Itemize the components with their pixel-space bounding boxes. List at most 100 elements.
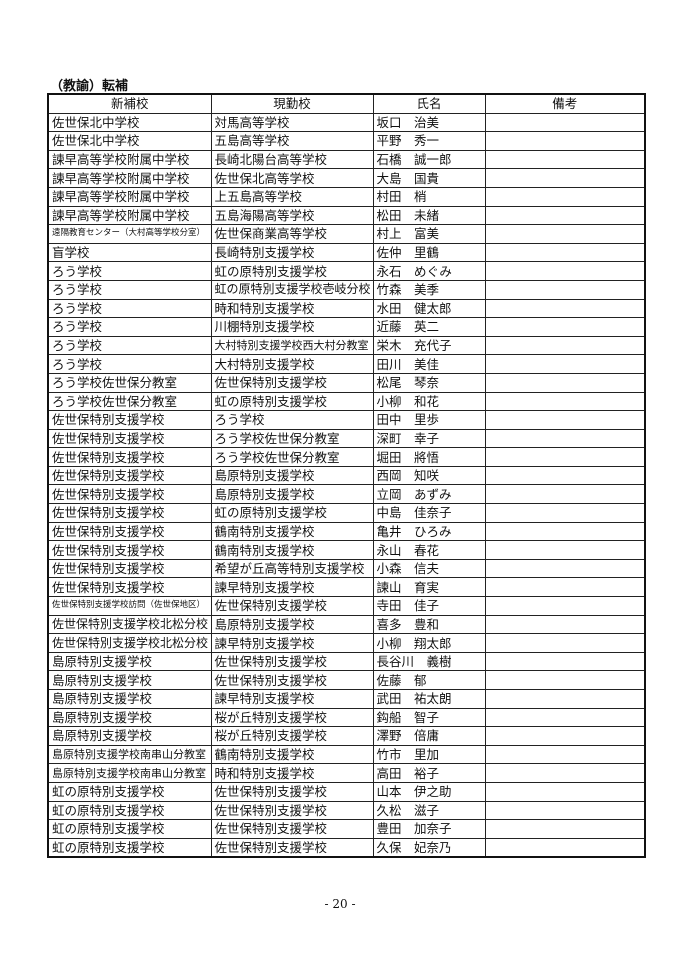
table-cell: 佐世保特別支援学校 [210, 651, 374, 672]
table-row: 佐世保特別支援学校 ろう学校 田中 里歩 [47, 410, 646, 430]
empty-cell [484, 670, 646, 690]
table-cell: 大島 国貴 [372, 168, 486, 188]
empty-cell [484, 651, 646, 672]
table-cell: 諫早高等学校附属中学校 [47, 149, 212, 170]
table-row: 諫早高等学校附属中学校 佐世保北高等学校 大島 国貴 [47, 168, 646, 188]
empty-cell [484, 837, 646, 858]
table-cell: 佐世保特別支援学校 [47, 465, 212, 486]
table-row: 虹の原特別支援学校 佐世保特別支援学校 豊田 加奈子 [47, 819, 646, 839]
empty-cell [484, 540, 646, 560]
empty-cell [484, 317, 646, 337]
table-row: 諫早高等学校附属中学校 五島海陽高等学校 松田 未緒 [47, 205, 646, 226]
table-row: 佐世保特別支援学校 島原特別支援学校 西岡 知咲 [47, 465, 646, 486]
empty-cell [484, 577, 646, 598]
table-cell: 竹森 美季 [372, 279, 486, 300]
empty-cell [484, 205, 646, 226]
table-cell: 川棚特別支援学校 [210, 317, 374, 337]
table-cell: 佐世保北中学校 [47, 112, 212, 133]
table-row: 佐世保特別支援学校 ろう学校佐世保分教室 深町 幸子 [47, 428, 646, 449]
table-row: 虹の原特別支援学校 佐世保特別支援学校 久保 妃奈乃 [47, 837, 646, 858]
table-cell: 久保 妃奈乃 [372, 837, 486, 858]
table-row: ろう学校 虹の原特別支援学校壱岐分校 竹森 美季 [47, 279, 646, 300]
table-cell: 佐藤 郁 [372, 670, 486, 690]
empty-cell [484, 428, 646, 449]
table-row: ろう学校 大村特別支援学校西大村分教室 栄木 充代子 [47, 335, 646, 356]
table-cell: ろう学校佐世保分教室 [47, 391, 212, 412]
table-cell: 小柳 和花 [372, 391, 486, 412]
table-cell: 鈎船 智子 [372, 707, 486, 728]
table-cell: ろう学校佐世保分教室 [210, 428, 374, 449]
table-row: 虹の原特別支援学校 佐世保特別支援学校 久松 滋子 [47, 800, 646, 821]
table-cell: 長谷川 義樹 [372, 651, 486, 672]
table-cell: 島原特別支援学校 [47, 726, 212, 746]
table-row: 佐世保特別支援学校 虹の原特別支援学校 中島 佳奈子 [47, 503, 646, 523]
table-row: 虹の原特別支援学校 佐世保特別支援学校 山本 伊之助 [47, 781, 646, 802]
empty-cell [484, 372, 646, 393]
table-cell: 寺田 佳子 [372, 596, 486, 616]
table-row: 島原特別支援学校南串山分教室 鶴南特別支援学校 竹市 里加 [47, 744, 646, 765]
table-row: 島原特別支援学校 桜が丘特別支援学校 鈎船 智子 [47, 707, 646, 728]
table-cell: 佐世保特別支援学校 [210, 800, 374, 821]
table-cell: 佐世保特別支援学校 [47, 447, 212, 467]
transfer-table: 新補校 現勤校 氏名 備考 佐世保北中学校 対馬高等学校 坂口 治美 佐世保北中学校 五島高等… [47, 93, 646, 859]
table-cell: ろう学校 [47, 261, 212, 281]
table-cell: 佐世保特別支援学校 [47, 540, 212, 560]
table-cell: 中島 佳奈子 [372, 503, 486, 523]
table-cell: 佐世保特別支援学校北松分校 [47, 633, 212, 653]
table-cell: 田中 里歩 [372, 410, 486, 430]
table-cell: 佐世保特別支援学校 [210, 372, 374, 393]
table-cell: 島原特別支援学校 [210, 614, 374, 635]
table-cell: 佐世保特別支援学校 [47, 577, 212, 598]
table-row: 佐世保特別支援学校 鶴南特別支援学校 亀井 ひろみ [47, 521, 646, 542]
table-cell: 水田 健太郎 [372, 298, 486, 319]
table-cell: 佐世保特別支援学校 [47, 503, 212, 523]
table-cell: 久松 滋子 [372, 800, 486, 821]
table-cell: ろう学校 [47, 317, 212, 337]
empty-cell [484, 689, 646, 709]
table-cell: 永山 春花 [372, 540, 486, 560]
table-cell: 坂口 治美 [372, 112, 486, 133]
column-header: 新補校 [47, 93, 212, 114]
table-cell: 虹の原特別支援学校 [47, 819, 212, 839]
table-row: 佐世保特別支援学校北松分校 諫早特別支援学校 小柳 翔太郎 [47, 633, 646, 653]
empty-cell [484, 781, 646, 802]
table-row: 佐世保特別支援学校 ろう学校佐世保分教室 堀田 將悟 [47, 447, 646, 467]
table-cell: 島原特別支援学校南串山分教室 [47, 744, 212, 765]
empty-cell [484, 596, 646, 616]
table-cell: 武田 祐太朗 [372, 689, 486, 709]
table-row: 佐世保特別支援学校 島原特別支援学校 立岡 あずみ [47, 484, 646, 505]
table-cell: 鶴南特別支援学校 [210, 540, 374, 560]
table-cell: 桜が丘特別支援学校 [210, 707, 374, 728]
table-cell: 佐世保特別支援学校 [47, 484, 212, 505]
table-cell: 希望が丘高等特別支援学校 [210, 558, 374, 579]
table-cell: ろう学校 [47, 335, 212, 356]
table-cell: 虹の原特別支援学校 [210, 261, 374, 281]
table-cell: ろう学校佐世保分教室 [47, 372, 212, 393]
empty-cell [484, 335, 646, 356]
table-cell: 小森 信夫 [372, 558, 486, 579]
table-cell: 諫早特別支援学校 [210, 577, 374, 598]
header-row: 新補校 現勤校 氏名 備考 [47, 93, 646, 114]
column-header: 氏名 [372, 93, 486, 114]
table-cell: 石橋 誠一郎 [372, 149, 486, 170]
table-row: 遠隔教育センター（大村高等学校分室） 佐世保商業高等学校 村上 富美 [47, 224, 646, 244]
table-cell: 佐世保特別支援学校 [210, 596, 374, 616]
table-cell: 長崎北陽台高等学校 [210, 149, 374, 170]
page-number: - 20 - [324, 897, 356, 911]
empty-cell [484, 112, 646, 133]
section-title: （教諭）転補 [50, 79, 129, 94]
table-cell: 松田 未緒 [372, 205, 486, 226]
table-row: 佐世保北中学校 五島高等学校 平野 秀一 [47, 131, 646, 151]
table-cell: 喜多 豊和 [372, 614, 486, 635]
table-cell: 佐世保特別支援学校 [210, 781, 374, 802]
table-cell: 村田 梢 [372, 186, 486, 207]
empty-cell [484, 242, 646, 263]
table-cell: ろう学校 [210, 410, 374, 430]
table-cell: 諫早特別支援学校 [210, 689, 374, 709]
table-cell: 佐世保北高等学校 [210, 168, 374, 188]
empty-cell [484, 410, 646, 430]
table-cell: 島原特別支援学校 [47, 707, 212, 728]
table-cell: 鶴南特別支援学校 [210, 744, 374, 765]
table-cell: 佐世保特別支援学校 [210, 670, 374, 690]
